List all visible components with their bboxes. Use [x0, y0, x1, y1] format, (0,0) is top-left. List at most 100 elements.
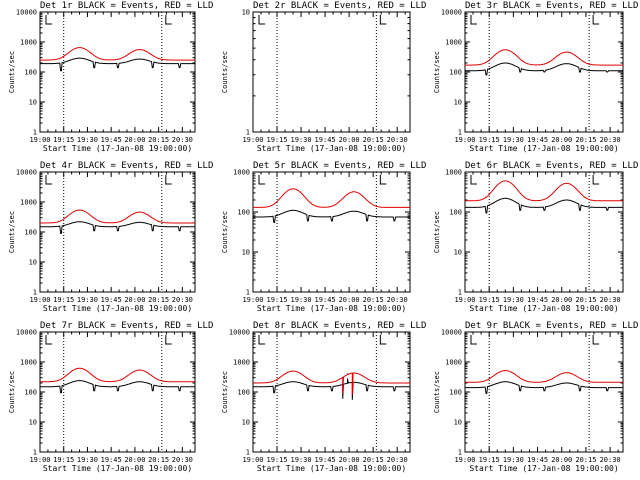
- y-tick-label: 100: [237, 209, 250, 217]
- panel-title: Det 6r BLACK = Events, RED = LLD: [465, 161, 638, 171]
- x-tick-label: 20:15: [363, 296, 384, 304]
- y-tick-label: 1000: [445, 169, 462, 177]
- x-tick-label: 20:15: [363, 136, 384, 144]
- x-tick-label: 19:00: [242, 136, 263, 144]
- y-tick-label: 10: [242, 419, 250, 427]
- interval-bracket: [379, 335, 387, 345]
- interval-bracket: [592, 175, 600, 185]
- x-tick-label: 20:00: [124, 136, 145, 144]
- x-tick-label: 20:30: [172, 136, 193, 144]
- x-tick-label: 19:15: [479, 296, 500, 304]
- panel-det-1: Det 1r BLACK = Events, RED = LLD 1 10 100 10…: [8, 1, 213, 153]
- interval-bracket: [45, 15, 52, 25]
- y-tick-label: 10000: [16, 329, 37, 337]
- y-axis-label: Counts/sec: [8, 51, 16, 93]
- x-tick-label: 19:30: [503, 136, 524, 144]
- x-axis-label: Start Time (17-Jan-08 19:00:00): [257, 144, 406, 153]
- x-tick-label: 19:00: [29, 296, 50, 304]
- x-tick-label: 19:45: [101, 136, 122, 144]
- series-line-events: [40, 221, 195, 234]
- interval-bracket: [592, 15, 600, 25]
- y-tick-label: 10000: [441, 329, 462, 337]
- x-tick-label: 20:30: [600, 136, 621, 144]
- y-axis-label: Counts/sec: [221, 371, 229, 413]
- x-tick-label: 19:15: [53, 296, 74, 304]
- y-tick-label: 10: [454, 249, 462, 257]
- interval-bracket: [165, 175, 172, 185]
- x-tick-label: 20:00: [124, 296, 145, 304]
- x-tick-label: 20:30: [387, 296, 408, 304]
- y-tick-label: 10000: [229, 329, 250, 337]
- panel-title: Det 1r BLACK = Events, RED = LLD: [40, 1, 213, 11]
- x-tick-label: 20:30: [600, 456, 621, 464]
- y-axis-label: Counts/sec: [433, 211, 441, 253]
- y-tick-label: 10: [242, 9, 250, 17]
- x-axis-label: Start Time (17-Jan-08 19:00:00): [43, 304, 192, 313]
- x-tick-label: 20:00: [551, 456, 572, 464]
- y-tick-label: 1000: [20, 359, 37, 367]
- x-tick-label: 20:15: [148, 296, 169, 304]
- x-tick-label: 19:30: [77, 456, 98, 464]
- y-tick-label: 10: [242, 249, 250, 257]
- y-tick-label: 1000: [20, 199, 37, 207]
- series-line-events: [40, 57, 195, 72]
- y-tick-label: 100: [24, 69, 37, 77]
- y-axis-label: Counts/sec: [433, 371, 441, 413]
- series-line-lld: [253, 188, 410, 208]
- interval-bracket: [470, 175, 477, 185]
- interval-bracket: [165, 335, 172, 345]
- panel-det-6: Det 6r BLACK = Events, RED = LLD 1 10 100 10…: [433, 161, 638, 313]
- x-tick-label: 19:45: [101, 296, 122, 304]
- x-axis-label: Start Time (17-Jan-08 19:00:00): [469, 464, 618, 473]
- x-tick-label: 19:00: [454, 456, 475, 464]
- y-tick-label: 10: [29, 419, 37, 427]
- panel-title: Det 7r BLACK = Events, RED = LLD: [40, 321, 213, 331]
- interval-bracket: [45, 175, 52, 185]
- x-tick-label: 19:00: [454, 296, 475, 304]
- y-tick-label: 1000: [445, 359, 462, 367]
- y-tick-label: 1000: [233, 359, 250, 367]
- y-tick-label: 100: [237, 389, 250, 397]
- x-tick-label: 19:30: [77, 136, 98, 144]
- x-tick-label: 19:45: [527, 456, 548, 464]
- x-tick-label: 19:00: [29, 136, 50, 144]
- panel-det-2: Det 2r BLACK = Events, RED = LLD 1 10 19:00…: [221, 1, 426, 153]
- y-tick-label: 10: [29, 259, 37, 267]
- series-line-events: [465, 62, 623, 76]
- y-tick-label: 100: [449, 69, 462, 77]
- panel-det-5: Det 5r BLACK = Events, RED = LLD 1 10 100 10…: [221, 161, 426, 313]
- x-axis-label: Start Time (17-Jan-08 19:00:00): [469, 144, 618, 153]
- y-tick-label: 10: [29, 99, 37, 107]
- panel-title: Det 5r BLACK = Events, RED = LLD: [253, 161, 426, 171]
- x-tick-label: 19:15: [266, 136, 287, 144]
- x-axis-label: Start Time (17-Jan-08 19:00:00): [43, 144, 192, 153]
- y-tick-label: 1000: [445, 39, 462, 47]
- x-tick-label: 19:30: [291, 296, 312, 304]
- y-axis-label: Counts/sec: [8, 211, 16, 253]
- series-line-events: [465, 381, 623, 394]
- x-axis-label: Start Time (17-Jan-08 19:00:00): [257, 464, 406, 473]
- series-line-lld: [465, 49, 623, 66]
- series-line-events: [465, 197, 623, 214]
- x-tick-label: 20:15: [363, 456, 384, 464]
- x-tick-label: 19:45: [315, 136, 336, 144]
- interval-bracket: [379, 15, 387, 25]
- x-tick-label: 19:30: [77, 296, 98, 304]
- interval-bracket: [258, 175, 265, 185]
- panel-det-3: Det 3r BLACK = Events, RED = LLD 1 10 100 10…: [433, 1, 638, 153]
- x-tick-label: 20:00: [124, 456, 145, 464]
- series-line-lld: [40, 367, 195, 383]
- series-line-events: [40, 380, 195, 394]
- x-tick-label: 20:15: [575, 136, 596, 144]
- x-tick-label: 19:30: [503, 456, 524, 464]
- x-tick-label: 19:45: [315, 296, 336, 304]
- x-tick-label: 20:30: [172, 296, 193, 304]
- panel-title: Det 3r BLACK = Events, RED = LLD: [465, 1, 638, 11]
- x-tick-label: 19:30: [291, 456, 312, 464]
- y-tick-label: 100: [24, 229, 37, 237]
- panel-title: Det 8r BLACK = Events, RED = LLD: [253, 321, 426, 331]
- panel-det-9: Det 9r BLACK = Events, RED = LLD 1 10 100 10…: [433, 321, 638, 473]
- x-tick-label: 19:00: [242, 456, 263, 464]
- interval-bracket: [258, 335, 265, 345]
- x-tick-label: 19:00: [29, 456, 50, 464]
